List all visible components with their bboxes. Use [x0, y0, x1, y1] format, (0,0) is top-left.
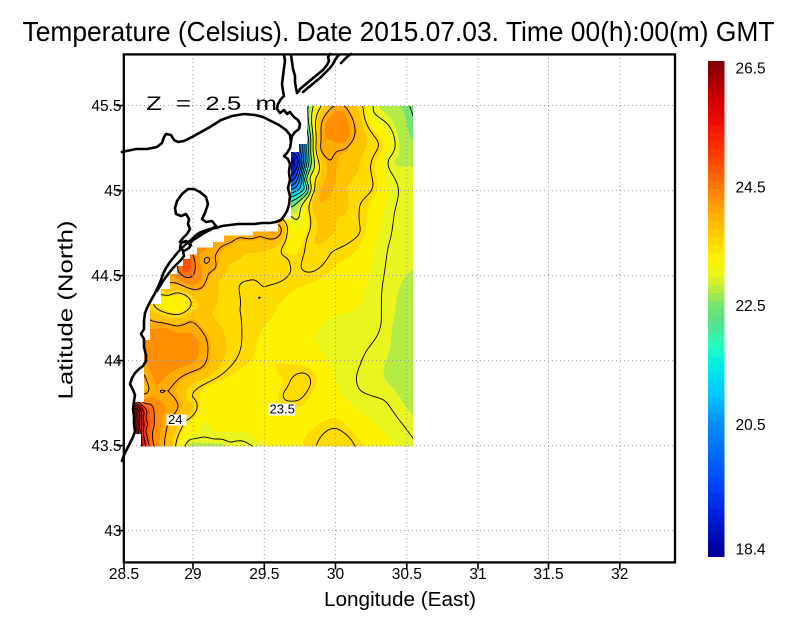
svg-text:30: 30 [327, 566, 345, 583]
svg-text:Latitude (North): Latitude (North) [56, 221, 78, 400]
svg-text:Temperature (Celsius). Date 20: Temperature (Celsius). Date 2015.07.03. … [23, 16, 775, 47]
svg-text:31.5: 31.5 [533, 566, 563, 583]
svg-text:29.5: 29.5 [249, 566, 279, 583]
svg-text:Z = 2.5 m: Z = 2.5 m [146, 94, 277, 115]
svg-text:44.5: 44.5 [91, 268, 121, 285]
svg-text:24.5: 24.5 [736, 179, 766, 196]
svg-text:30.5: 30.5 [392, 566, 422, 583]
svg-text:45.5: 45.5 [91, 98, 121, 115]
svg-text:28.5: 28.5 [109, 566, 139, 583]
svg-text:20.5: 20.5 [736, 417, 766, 434]
svg-text:31: 31 [469, 566, 486, 583]
svg-text:45: 45 [104, 183, 121, 200]
svg-text:43.5: 43.5 [91, 438, 121, 455]
svg-text:22.5: 22.5 [736, 298, 766, 315]
svg-text:Longitude (East): Longitude (East) [324, 589, 476, 611]
svg-text:23.5: 23.5 [270, 402, 295, 417]
svg-text:29: 29 [184, 566, 201, 583]
svg-text:44: 44 [104, 353, 122, 370]
svg-text:18.4: 18.4 [736, 542, 767, 559]
svg-text:32: 32 [611, 566, 628, 583]
svg-text:43: 43 [104, 523, 121, 540]
svg-text:24: 24 [168, 412, 182, 427]
svg-text:26.5: 26.5 [736, 61, 766, 78]
